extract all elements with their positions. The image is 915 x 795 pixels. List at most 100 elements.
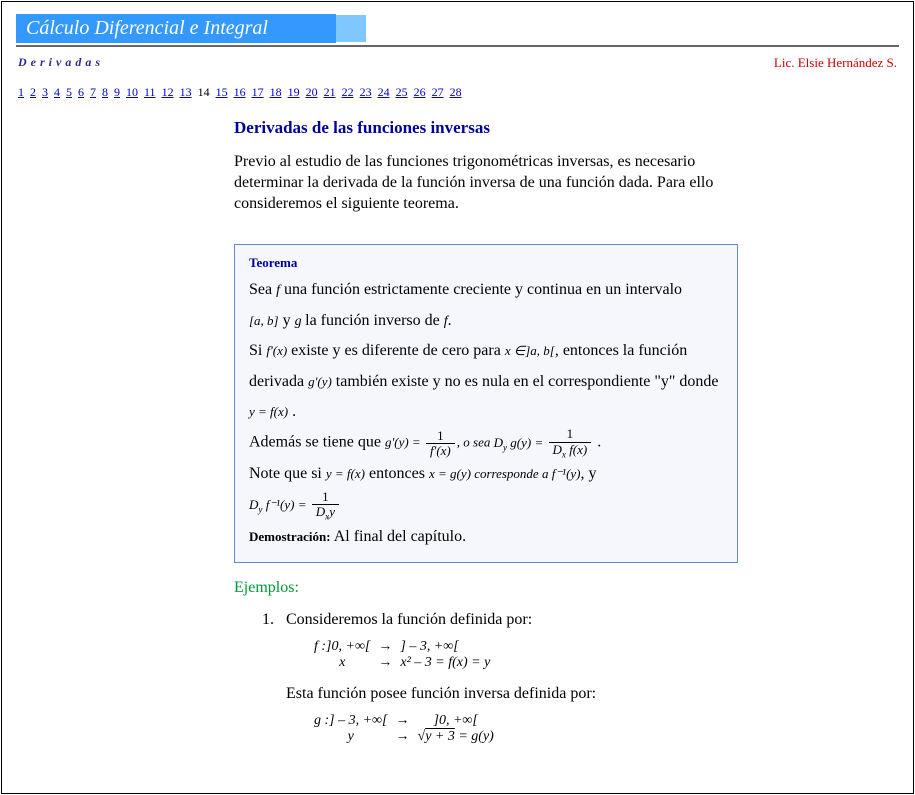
page-link-27[interactable]: 27 <box>432 85 444 99</box>
fn-table: g :] – 3, +∞[ → ]0, +∞[ y → √y + 3 = g(y… <box>314 713 502 745</box>
example-body: Consideremos la función definida por: f … <box>286 611 706 759</box>
page-link-6[interactable]: 6 <box>78 85 84 99</box>
math-fprime: f'(x) <box>266 343 287 358</box>
theorem-box: Teorema Sea f una función estrictamente … <box>234 244 738 563</box>
page-link-12[interactable]: 12 <box>162 85 174 99</box>
text: Además se tiene que <box>249 434 385 451</box>
fn-domain: f :]0, +∞[ <box>314 639 378 655</box>
example-mid-text: Esta función posee función inversa defin… <box>286 685 596 702</box>
fn-table: f :]0, +∞[ → ] – 3, +∞[ x → x² – 3 = f(x… <box>314 639 498 671</box>
section-title: Derivadas de las funciones inversas <box>234 118 738 138</box>
text: y <box>279 312 295 329</box>
theorem-label: Teorema <box>249 255 723 271</box>
page-link-17[interactable]: 17 <box>252 85 264 99</box>
text: Si <box>249 342 266 359</box>
D: D <box>494 435 503 450</box>
page-link-3[interactable]: 3 <box>42 85 48 99</box>
page-link-11[interactable]: 11 <box>144 85 156 99</box>
math-finv: f⁻¹(y) <box>552 466 581 481</box>
page-link-9[interactable]: 9 <box>114 85 120 99</box>
function-definition-f: f :]0, +∞[ → ] – 3, +∞[ x → x² – 3 = f(x… <box>314 639 706 671</box>
math-interval: [a, b] <box>249 313 279 328</box>
demostracion-label: Demostración: <box>249 529 331 544</box>
page-link-18[interactable]: 18 <box>270 85 282 99</box>
fraction-2: 1Dx f(x) <box>549 427 592 459</box>
text: Note que si <box>249 465 326 482</box>
text: existe y es diferente de cero para <box>287 342 505 359</box>
math-x-in: x ∈]a, b[ <box>505 343 555 358</box>
fn-rule: x² – 3 = f(x) = y <box>400 655 498 671</box>
author-name: Lic. Elsie Hernández S. <box>774 55 897 71</box>
banner-row: Cálculo Diferencial e Integral <box>16 14 899 43</box>
text: una función estrictamente creciente y co… <box>280 281 682 298</box>
page-link-13[interactable]: 13 <box>180 85 192 99</box>
page-link-22[interactable]: 22 <box>342 85 354 99</box>
D: D <box>316 504 325 519</box>
page-link-28[interactable]: 28 <box>450 85 462 99</box>
horizontal-rule <box>16 45 899 47</box>
text: , y <box>581 465 597 482</box>
page-link-21[interactable]: 21 <box>324 85 336 99</box>
page-link-2[interactable]: 2 <box>30 85 36 99</box>
fn-arg: y <box>314 729 396 745</box>
page-link-16[interactable]: 16 <box>234 85 246 99</box>
eq-gy: = g(y) <box>455 729 494 744</box>
fn-arg: x <box>314 655 378 671</box>
math-gprime: g'(y) <box>308 374 332 389</box>
math-xgy: x = g(y) <box>429 466 471 481</box>
text: entonces <box>365 465 429 482</box>
math-g: g <box>295 314 306 329</box>
page-link-23[interactable]: 23 <box>360 85 372 99</box>
page-link-24[interactable]: 24 <box>378 85 390 99</box>
theorem-line-2: [a, b] y g la función inverso de f. <box>249 306 723 336</box>
text: también existe y no es nula en el corres… <box>332 373 719 390</box>
arrow: → <box>378 655 400 671</box>
theorem-line-7: Note que si y = f(x) entonces x = g(y) c… <box>249 459 723 489</box>
page-link-15[interactable]: 15 <box>216 85 228 99</box>
ejemplos-heading: Ejemplos: <box>234 579 738 597</box>
page-link-8[interactable]: 8 <box>102 85 108 99</box>
fraction-1: 1f'(x) <box>426 429 455 459</box>
frac-den: Dxy <box>312 505 339 522</box>
main-content: Derivadas de las funciones inversas Prev… <box>234 118 738 759</box>
theorem-demostracion: Demostración: Al final del capítulo. <box>249 522 723 552</box>
theorem-line-1: Sea f una función estrictamente crecient… <box>249 275 723 305</box>
sqrt-body: y + 3 <box>425 729 455 745</box>
text: derivada <box>249 373 308 390</box>
theorem-line-3: Si f'(x) existe y es diferente de cero p… <box>249 336 723 366</box>
text-corresponde: corresponde a <box>471 466 552 481</box>
page-link-26[interactable]: 26 <box>414 85 426 99</box>
page-link-4[interactable]: 4 <box>54 85 60 99</box>
section-name: Derivadas <box>18 55 104 71</box>
fraction-3: 1Dxy <box>312 490 339 522</box>
math-yfx: y = f(x) <box>326 466 365 481</box>
page-link-14: 14 <box>198 85 210 99</box>
page-link-10[interactable]: 10 <box>126 85 138 99</box>
finv-eq: f⁻¹(y) = <box>262 497 309 512</box>
sub-header: Derivadas Lic. Elsie Hernández S. <box>18 55 897 71</box>
frac-den: Dx f(x) <box>549 443 592 460</box>
theorem-line-4: derivada g'(y) también existe y no es nu… <box>249 367 723 397</box>
frac-num: 1 <box>312 490 339 505</box>
page-link-5[interactable]: 5 <box>66 85 72 99</box>
frac-num: 1 <box>549 427 592 442</box>
page-link-20[interactable]: 20 <box>306 85 318 99</box>
arrow: → <box>378 639 400 655</box>
intro-paragraph: Previo al estudio de las funciones trigo… <box>234 152 738 214</box>
frac-den: f'(x) <box>426 444 455 458</box>
D: D <box>249 497 258 512</box>
D: D <box>553 442 562 457</box>
text: , entonces la función <box>555 342 687 359</box>
page-link-7[interactable]: 7 <box>90 85 96 99</box>
example-list: 1. Consideremos la función definida por:… <box>262 611 738 759</box>
example-number: 1. <box>262 611 282 629</box>
page-link-1[interactable]: 1 <box>18 85 24 99</box>
fn-domain: g :] – 3, +∞[ <box>314 713 396 729</box>
page-link-19[interactable]: 19 <box>288 85 300 99</box>
example-1: 1. Consideremos la función definida por:… <box>262 611 738 759</box>
page-link-25[interactable]: 25 <box>396 85 408 99</box>
page-frame: Cálculo Diferencial e Integral Derivadas… <box>1 1 914 794</box>
banner-accent <box>336 15 366 42</box>
banner-title: Cálculo Diferencial e Integral <box>16 14 336 43</box>
fn-codomain: ] – 3, +∞[ <box>400 639 498 655</box>
